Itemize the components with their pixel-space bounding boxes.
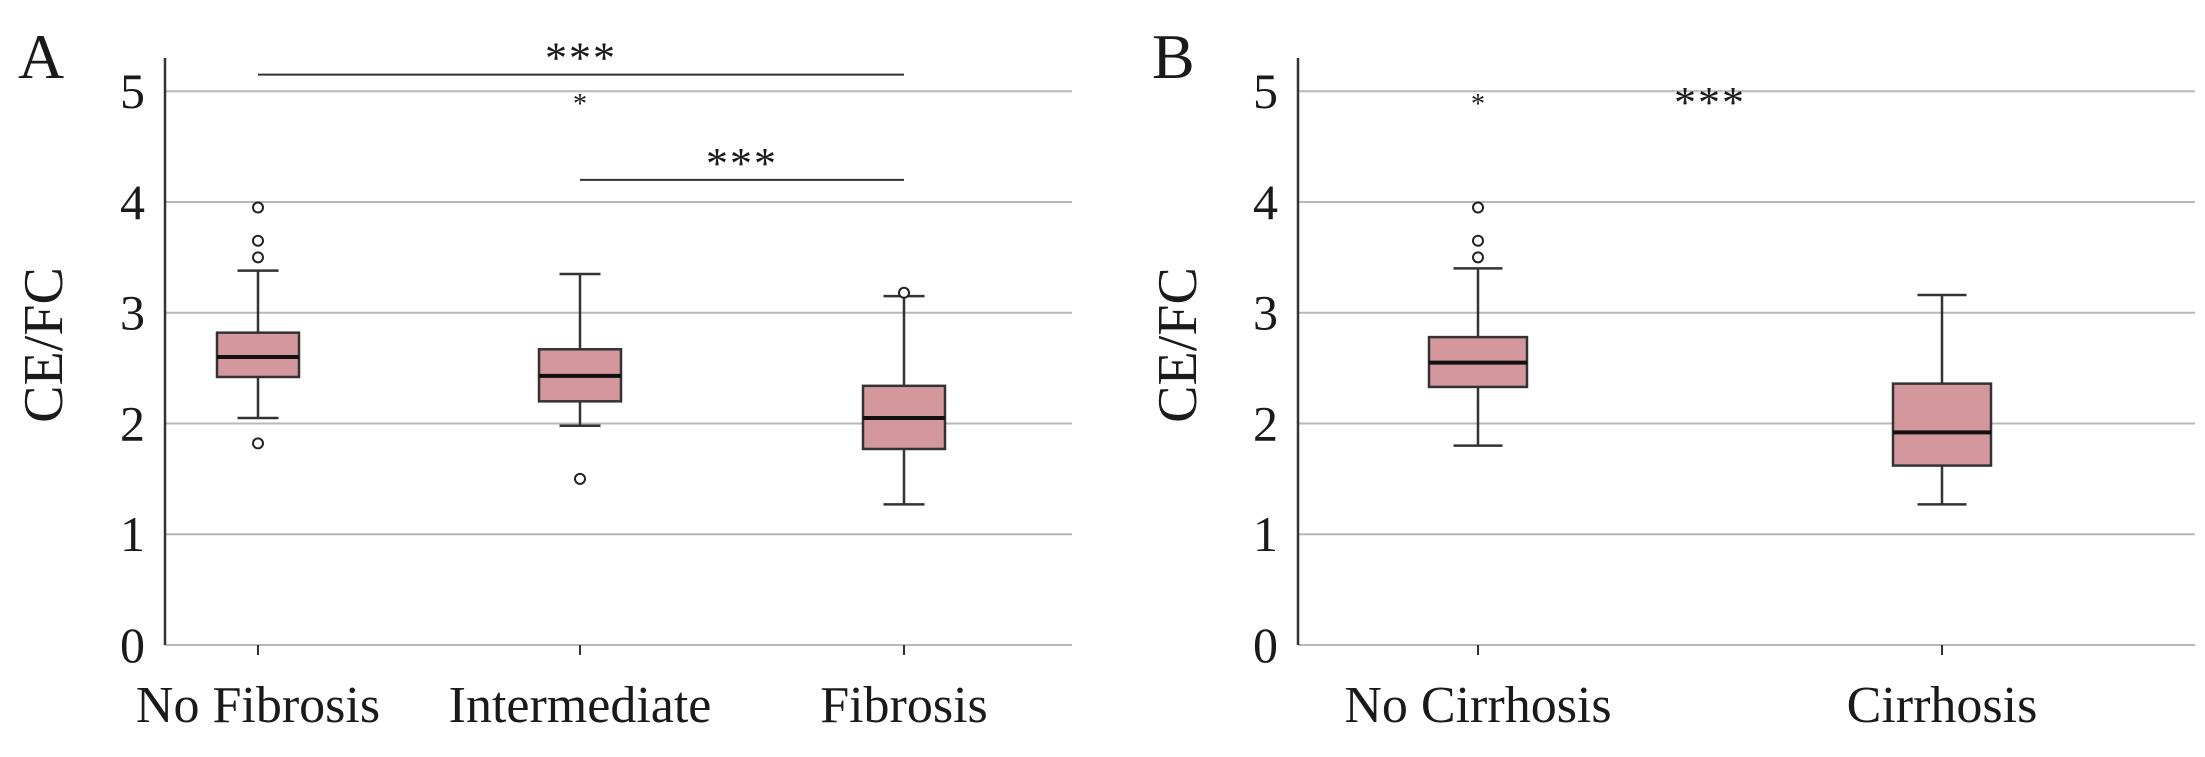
- box-group: Fibrosis: [820, 286, 988, 734]
- panel-letter: A: [18, 21, 64, 92]
- significance-label: ***: [1674, 78, 1746, 127]
- y-tick-label: 0: [1253, 617, 1278, 673]
- outlier-point: [1472, 201, 1484, 214]
- outlier-point: [574, 472, 586, 485]
- x-category-label: No Cirrhosis: [1344, 677, 1611, 734]
- y-tick-label: 0: [120, 617, 145, 673]
- x-category-label: No Fibrosis: [136, 677, 380, 734]
- y-tick-label: 3: [120, 285, 145, 341]
- y-tick-label: 1: [120, 506, 145, 562]
- iqr-box: [1891, 382, 1993, 467]
- y-tick-label: 2: [120, 395, 145, 451]
- y-tick-label: 5: [120, 63, 145, 119]
- box-group: Cirrhosis: [1847, 293, 2038, 734]
- extreme-point: *: [573, 89, 587, 120]
- outlier-point: [252, 234, 264, 247]
- panel-b: 0 1 2 3 4 5 CE/FC B * No Cirrhosis Cirrhosis ***: [1147, 21, 2195, 734]
- box-group: * No Cirrhosis: [1344, 89, 1611, 734]
- extreme-point: *: [1471, 89, 1485, 120]
- x-category-label: Fibrosis: [820, 677, 988, 734]
- significance-label: ***: [706, 139, 778, 188]
- panel-a: 0 1 2 3 4 5 CE/FC A No Fibrosis * Intermediate Fibr…: [13, 21, 1072, 734]
- significance-label: ***: [545, 34, 617, 83]
- y-tick-label: 5: [1253, 63, 1278, 119]
- panel-letter: B: [1152, 21, 1195, 92]
- outlier-point: [1472, 234, 1484, 247]
- y-tick-label: 3: [1253, 285, 1278, 341]
- box-group: * Intermediate: [449, 89, 712, 734]
- y-axis-title: CE/FC: [13, 267, 75, 423]
- outlier-point: [252, 437, 264, 450]
- y-tick-label: 1: [1253, 506, 1278, 562]
- x-category-label: Cirrhosis: [1847, 677, 2038, 734]
- box-group: No Fibrosis: [136, 201, 380, 734]
- outlier-point: [252, 251, 264, 264]
- outlier-point: [898, 286, 910, 299]
- outlier-point: [252, 201, 264, 214]
- outlier-point: [1472, 251, 1484, 264]
- x-category-label: Intermediate: [449, 677, 712, 734]
- y-tick-label: 4: [1253, 174, 1278, 230]
- y-tick-label: 4: [120, 174, 145, 230]
- iqr-box: [215, 331, 301, 379]
- y-tick-label: 2: [1253, 395, 1278, 451]
- y-axis-title: CE/FC: [1147, 267, 1209, 423]
